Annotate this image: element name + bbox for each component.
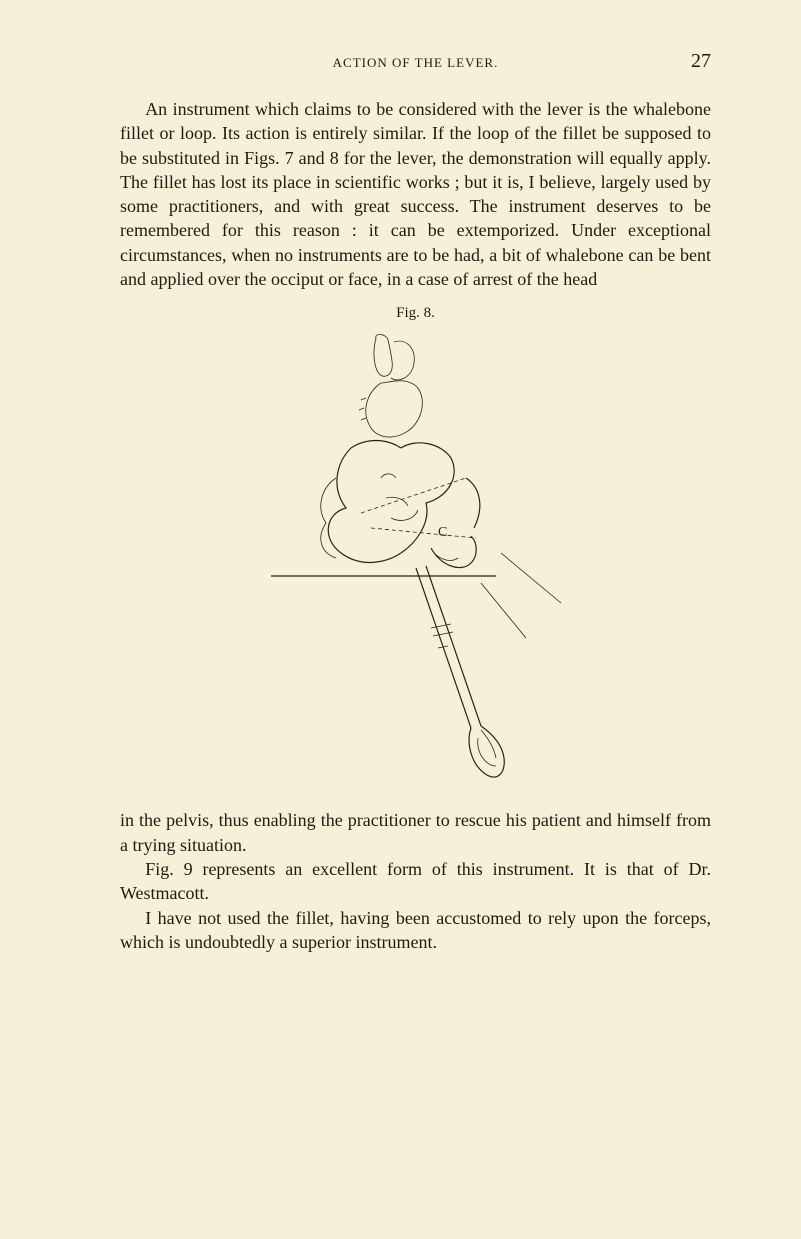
figure-container: C (120, 328, 711, 798)
paragraph-4: I have not used the fillet, having been … (120, 906, 711, 955)
header-row: ACTION OF THE LEVER. 27 (120, 50, 711, 73)
document-page: ACTION OF THE LEVER. 27 An instrument wh… (0, 0, 801, 1239)
figure-label: Fig. 8. (120, 305, 711, 322)
paragraph-3: Fig. 9 represents an excellent form of t… (120, 857, 711, 906)
page-number: 27 (671, 50, 711, 73)
paragraph-1: An instrument which claims to be conside… (120, 97, 711, 291)
body-text-block-2: in the pelvis, thus enabling the practit… (120, 808, 711, 954)
paragraph-2: in the pelvis, thus enabling the practit… (120, 808, 711, 857)
running-head: ACTION OF THE LEVER. (160, 55, 671, 71)
figure-8-illustration: C (266, 328, 566, 798)
svg-text:C: C (438, 525, 447, 540)
body-text-block-1: An instrument which claims to be conside… (120, 97, 711, 291)
